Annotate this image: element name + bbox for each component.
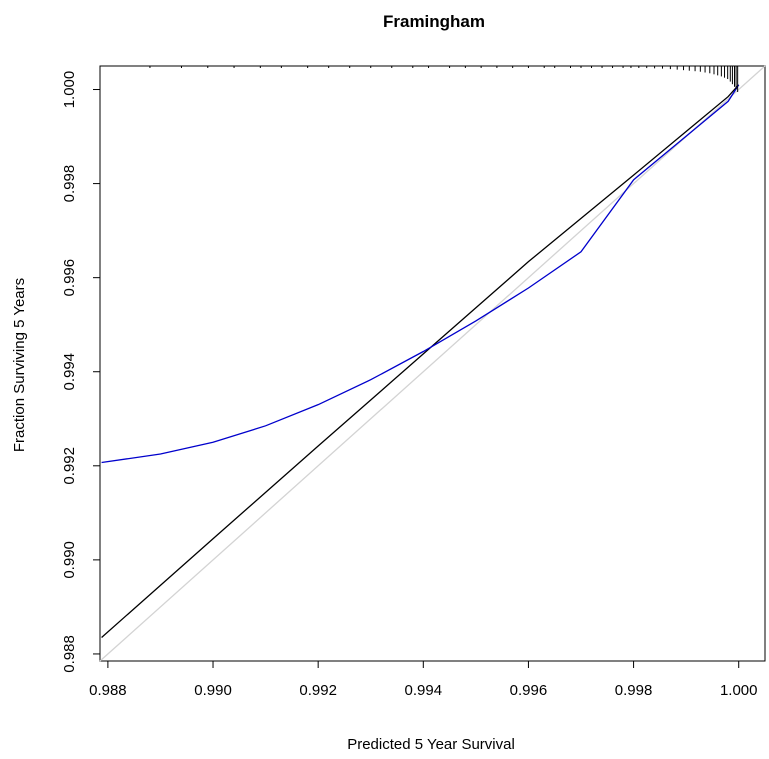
x-tick-label: 1.000	[720, 682, 758, 699]
x-axis: 0.988 0.990 0.992 0.994 0.996 0.998 1.000	[89, 661, 757, 699]
x-tick-label: 0.996	[510, 682, 548, 699]
y-tick-label: 0.992	[61, 447, 78, 485]
x-tick-label: 0.990	[194, 682, 232, 699]
y-tick-label: 0.996	[61, 259, 78, 297]
y-tick-label: 1.000	[61, 71, 78, 109]
y-axis-label: Fraction Surviving 5 Years	[11, 278, 28, 452]
y-tick-label: 0.988	[61, 635, 78, 673]
rug-layer	[150, 66, 738, 92]
series-line-2	[102, 85, 739, 463]
chart-title: Framingham	[383, 12, 485, 31]
series-layer	[100, 66, 765, 661]
x-tick-label: 0.992	[299, 682, 337, 699]
x-tick-label: 0.994	[405, 682, 443, 699]
y-tick-label: 0.998	[61, 165, 78, 203]
x-tick-label: 0.998	[615, 682, 653, 699]
series-line-1	[102, 85, 739, 638]
y-tick-label: 0.994	[61, 353, 78, 391]
y-axis: 0.988 0.990 0.992 0.994 0.996 0.998 1.000	[61, 71, 100, 673]
y-tick-label: 0.990	[61, 541, 78, 579]
x-tick-label: 0.988	[89, 682, 127, 699]
x-axis-label: Predicted 5 Year Survival	[347, 736, 515, 753]
series-line-0	[100, 66, 765, 661]
plot-area	[100, 66, 765, 661]
